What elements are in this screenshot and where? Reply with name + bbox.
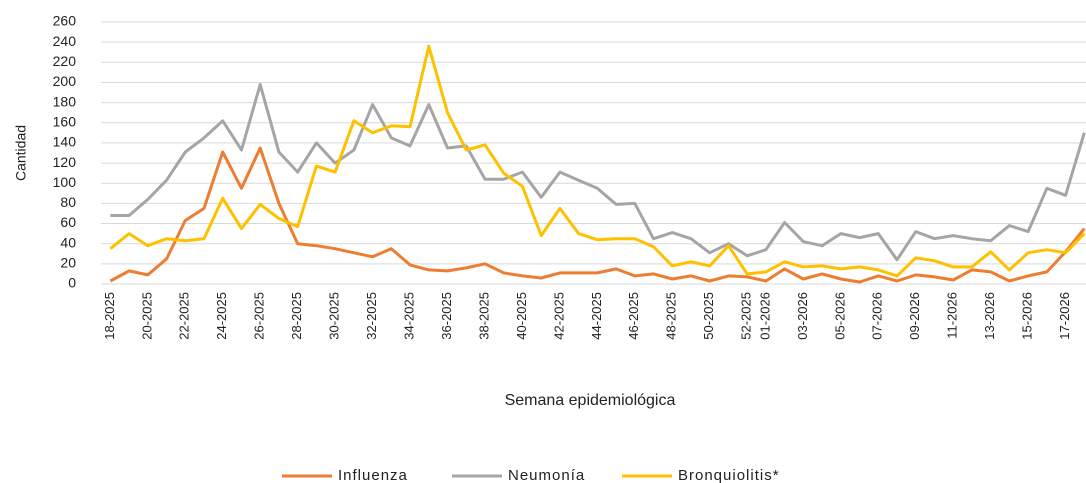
x-tick-label: 11-2026: [945, 292, 960, 339]
x-tick-label: 42-2025: [551, 292, 566, 340]
x-tick-label: 38-2025: [476, 292, 491, 340]
x-tick-label: 01-2026: [757, 292, 772, 340]
y-tick-label: 160: [53, 113, 77, 129]
x-tick-label: 36-2025: [439, 292, 454, 340]
x-tick-label: 15-2026: [1020, 292, 1035, 340]
y-tick-label: 40: [60, 234, 76, 250]
legend-label: Bronquiolitis*: [678, 467, 780, 483]
x-tick-label: 07-2026: [870, 292, 885, 340]
y-tick-label: 200: [53, 73, 77, 89]
legend-label: Neumonía: [508, 467, 585, 483]
x-tick-label: 30-2025: [327, 292, 342, 340]
y-tick-label: 240: [53, 33, 77, 49]
y-tick-label: 20: [60, 255, 76, 271]
x-tick-label: 44-2025: [589, 292, 604, 340]
data-line: [110, 83, 1086, 262]
x-tick-label: 28-2025: [289, 292, 304, 340]
x-tick-label: 20-2025: [139, 292, 154, 340]
y-tick-label: 140: [53, 134, 77, 150]
x-tick-label: 32-2025: [364, 292, 379, 340]
x-tick-label: 18-2025: [102, 292, 117, 340]
x-tick-label: 26-2025: [252, 292, 267, 340]
y-tick-label: 180: [53, 93, 77, 109]
legend-label: Influenza: [338, 467, 408, 483]
x-tick-label: 52-2025: [739, 292, 754, 340]
data-line: [109, 146, 1086, 284]
x-tick-label: 46-2025: [626, 292, 641, 340]
x-tick-label: 03-2026: [795, 292, 810, 340]
x-tick-label: 34-2025: [401, 292, 416, 340]
x-tick-label: 09-2026: [907, 292, 922, 340]
y-tick-label: 80: [60, 194, 76, 210]
x-tick-label: 48-2025: [664, 292, 679, 340]
y-tick-label: 220: [53, 53, 77, 69]
x-tick-label: 17-2026: [1057, 292, 1072, 340]
x-tick-label: 05-2026: [832, 292, 847, 340]
y-tick-label: 0: [68, 275, 76, 291]
y-tick-label: 120: [53, 154, 77, 170]
x-tick-label: 24-2025: [214, 292, 229, 340]
y-tick-label: 60: [60, 214, 76, 230]
data-line: [109, 44, 1086, 278]
x-tick-label: 50-2025: [701, 292, 716, 340]
x-tick-label: 22-2025: [177, 292, 192, 340]
y-tick-label: 260: [53, 13, 77, 29]
x-tick-label: 13-2026: [982, 292, 997, 340]
x-axis-label: Semana epidemiológica: [505, 392, 676, 409]
x-tick-label: 40-2025: [514, 292, 529, 340]
y-tick-label: 100: [53, 174, 77, 190]
y-axis-label: Cantidad: [13, 125, 29, 181]
